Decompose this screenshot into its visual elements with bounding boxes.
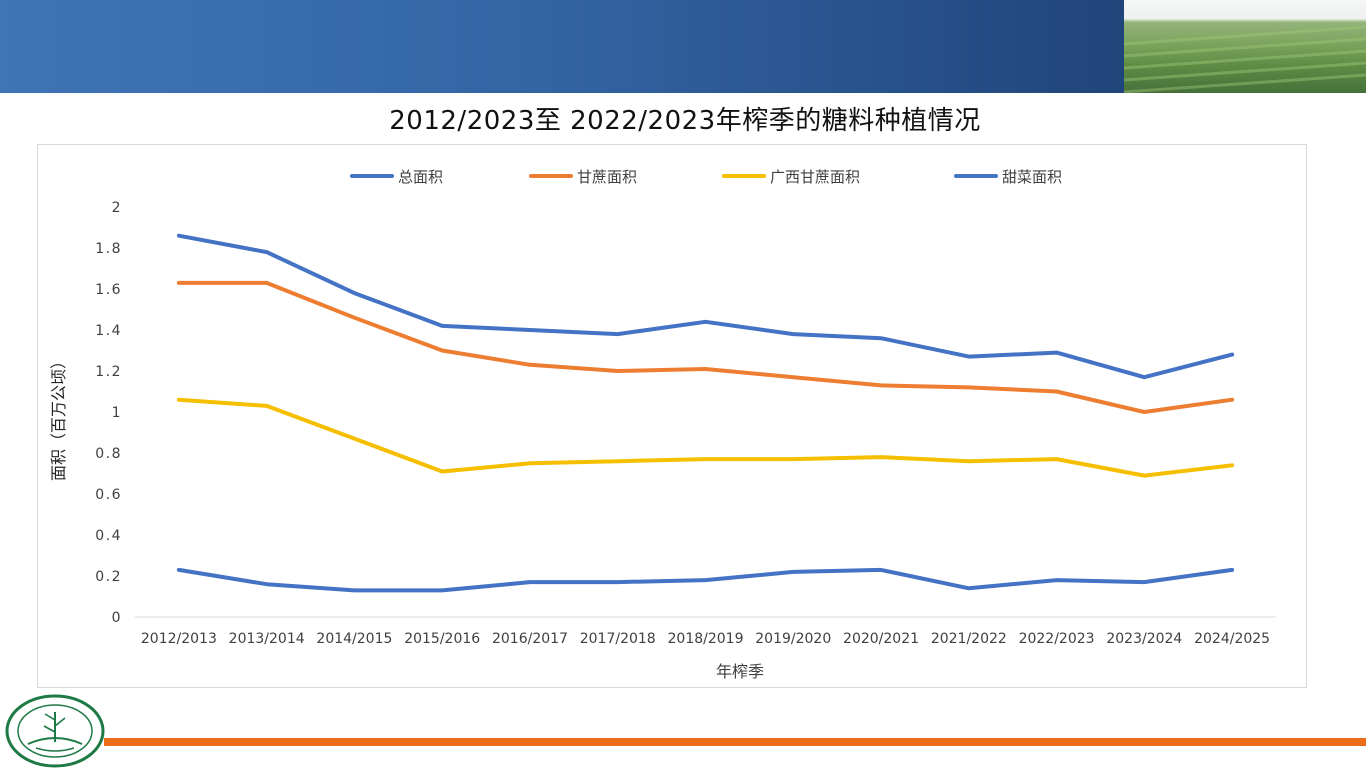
data-point [617,333,619,335]
footer-accent-line [104,738,1366,746]
data-point [353,589,355,591]
data-point [880,337,882,339]
data-point [529,364,531,366]
data-point [617,370,619,372]
data-point [1056,391,1058,392]
data-point [266,251,268,253]
x-tick-label: 2012/2013 [141,631,217,647]
y-tick-label: 0.8 [95,446,122,462]
y-tick-label: 0.6 [95,487,122,503]
data-point [266,405,268,407]
data-point [1143,581,1145,583]
data-point [705,321,706,323]
data-point [705,579,706,581]
data-point [968,386,970,388]
data-point [968,460,970,462]
data-point [178,282,180,284]
data-point [1143,411,1145,413]
legend-label: 广西甘蔗面积 [770,168,860,186]
chart-frame: 0 0.2 0.4 0.6 0.8 1 1.2 1.4 1.6 1.8 2 2012/2013 2013… [37,144,1307,688]
data-point [1056,458,1058,460]
x-tick-label: 2021/2022 [931,631,1007,647]
data-point [353,292,355,294]
x-tick-label: 2020/2021 [843,631,919,647]
x-tick-label: 2016/2017 [492,631,568,647]
y-tick-label: 1 [112,405,122,421]
data-point [178,569,180,571]
y-tick-label: 1.8 [95,241,122,257]
y-tick-label: 0.2 [95,569,122,585]
data-point [529,581,531,583]
x-axis-title: 年榨季 [716,662,764,681]
data-point [792,571,794,573]
y-tick-label: 2 [112,200,122,216]
data-point [441,350,443,351]
data-point [1231,354,1233,356]
data-point [1143,475,1145,477]
sugarcane-field-photo [1124,0,1366,93]
data-point [1143,376,1145,378]
x-tick-label: 2015/2016 [404,631,480,647]
university-logo [5,694,105,768]
data-point [792,376,794,378]
x-tick-label: 2013/2014 [229,631,305,647]
data-point [1231,569,1233,571]
data-point [880,569,882,571]
data-point [705,458,706,460]
x-tick-label: 2022/2023 [1019,631,1095,647]
data-point [353,317,355,319]
y-tick-label: 1.2 [95,364,122,380]
data-point [178,235,180,237]
slide-title: 2012/2023至 2022/2023年榨季的糖料种植情况 [389,106,981,136]
data-point [529,329,531,331]
y-tick-label: 1.4 [95,323,122,339]
x-tick-label: 2023/2024 [1106,631,1182,647]
data-point [178,399,180,401]
data-point [880,384,882,386]
data-point [441,325,443,327]
legend-label: 甘蔗面积 [577,168,637,186]
data-point [968,587,970,589]
data-point [441,589,443,591]
data-point [353,438,355,440]
x-tick-label: 2024/2025 [1194,631,1270,647]
series-line [176,233,1235,380]
x-tick-label: 2014/2015 [316,631,392,647]
series-line [176,280,1235,414]
series-line [176,397,1235,478]
data-point [617,581,619,583]
y-tick-label: 1.6 [95,282,122,298]
x-tick-label: 2017/2018 [580,631,656,647]
data-point [266,282,268,284]
data-point [1231,399,1233,401]
data-point [1056,579,1058,581]
y-tick-label: 0.4 [95,528,122,544]
data-point [705,368,706,370]
data-point [880,456,882,458]
data-point [792,458,794,460]
y-axis-title: 面积（百万公顷） [49,353,68,481]
data-point [1231,464,1233,466]
data-point [441,470,443,472]
x-tick-label: 2018/2019 [668,631,744,647]
data-point [266,583,268,585]
data-point [529,462,531,464]
x-tick-label: 2019/2020 [755,631,831,647]
line-chart: 0 0.2 0.4 0.6 0.8 1 1.2 1.4 1.6 1.8 2 2012/2013 2013… [49,168,1276,681]
data-point [792,333,794,335]
data-point [1056,352,1058,354]
header-banner [0,0,1124,93]
y-tick-label: 0 [112,610,122,626]
data-point [968,356,970,358]
data-point [617,460,619,462]
legend-label: 总面积 [398,168,443,186]
legend-label: 甜菜面积 [1002,168,1062,186]
